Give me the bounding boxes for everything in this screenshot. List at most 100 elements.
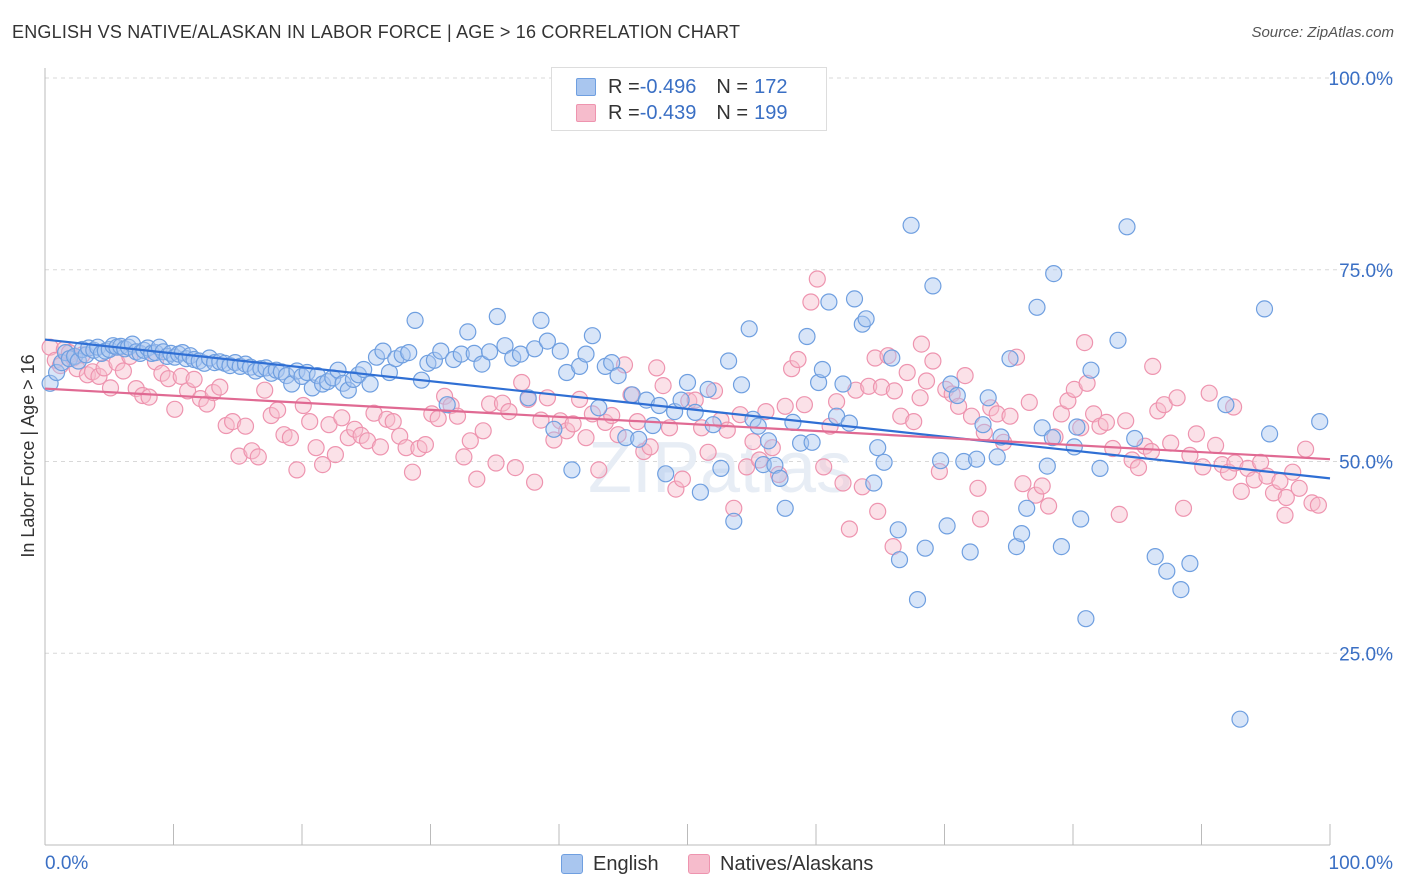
point-english: [890, 551, 909, 569]
point-native: [1078, 374, 1096, 392]
point-native: [525, 473, 544, 491]
point-english: [979, 389, 997, 407]
point-english: [719, 352, 738, 370]
point-native: [827, 393, 846, 411]
point-native: [982, 399, 1000, 417]
point-native: [654, 377, 672, 395]
point-native: [866, 349, 884, 367]
point-english: [732, 376, 751, 394]
point-native: [1232, 482, 1250, 500]
point-native: [249, 448, 267, 466]
point-english: [712, 459, 730, 477]
point-english: [916, 539, 934, 557]
point-english: [1068, 418, 1086, 436]
point-native: [95, 359, 113, 377]
legend-box: R = -0.496 N = 172 R = -0.439 N = 199: [551, 67, 827, 131]
point-english: [740, 320, 758, 338]
point-native: [1284, 463, 1302, 481]
point-english: [974, 416, 992, 434]
point-native: [962, 407, 981, 425]
point-english: [339, 381, 357, 399]
point-native: [1277, 488, 1295, 507]
point-english: [583, 327, 602, 345]
point-english: [400, 344, 418, 362]
point-native: [333, 409, 351, 427]
point-english: [1217, 396, 1235, 414]
point-english: [1018, 499, 1036, 517]
point-native: [301, 413, 319, 431]
point-native: [461, 432, 479, 450]
point-english: [1109, 331, 1127, 349]
point-english: [590, 399, 608, 417]
point-native: [1181, 446, 1199, 464]
point-english: [691, 483, 710, 501]
point-english: [845, 290, 864, 308]
point-english: [538, 332, 557, 350]
y-tick-label: 75.0%: [1339, 261, 1393, 282]
point-native: [256, 381, 274, 399]
point-native: [1129, 459, 1148, 477]
point-english: [41, 374, 59, 392]
point-native: [429, 409, 447, 428]
point-native: [500, 403, 518, 421]
point-english: [532, 311, 550, 329]
point-native: [1020, 393, 1038, 411]
point-native: [924, 352, 942, 370]
point-native: [397, 439, 415, 457]
point-english: [955, 452, 973, 471]
point-native: [725, 499, 743, 517]
point-english: [438, 396, 456, 414]
point-english: [473, 355, 491, 373]
chart-title: ENGLISH VS NATIVE/ALASKAN IN LABOR FORCE…: [12, 22, 741, 42]
point-native: [1187, 425, 1206, 443]
point-english: [699, 380, 717, 398]
point-native: [905, 413, 923, 431]
point-english: [961, 543, 979, 561]
y-tick-label: 50.0%: [1339, 453, 1393, 474]
point-native: [172, 367, 190, 385]
point-english: [1012, 524, 1031, 543]
point-native: [789, 350, 807, 369]
point-native: [686, 391, 704, 409]
point-native: [371, 438, 389, 456]
point-native: [114, 362, 133, 380]
point-native: [1149, 402, 1167, 420]
point-english: [967, 450, 986, 468]
point-native: [971, 510, 990, 528]
axes-layer: [44, 68, 1331, 846]
point-english: [840, 414, 859, 432]
point-english: [889, 521, 907, 539]
point-english: [771, 469, 789, 487]
point-english: [857, 310, 875, 328]
point-english: [563, 461, 581, 479]
bottom-legend-swatch-native: [688, 854, 710, 874]
point-english: [1007, 537, 1026, 556]
point-english: [948, 386, 966, 405]
point-native: [159, 370, 177, 388]
point-english: [820, 293, 838, 311]
point-native: [468, 470, 486, 488]
point-native: [776, 397, 794, 415]
legend-n-label-native: N =: [716, 101, 749, 124]
point-native: [808, 270, 826, 288]
point-native: [326, 446, 344, 464]
point-native: [224, 413, 242, 431]
point-english: [361, 375, 379, 393]
point-english: [496, 337, 514, 355]
point-native: [230, 447, 248, 465]
trendline-native: [44, 387, 1331, 461]
legend-n-value-native: 199: [754, 101, 788, 124]
point-native: [815, 458, 833, 476]
point-english: [525, 340, 544, 358]
y-tick-label: 25.0%: [1339, 644, 1393, 665]
point-english: [803, 433, 821, 451]
point-native: [1039, 497, 1058, 515]
point-native: [1014, 475, 1032, 493]
point-native: [872, 378, 891, 396]
point-native: [294, 396, 312, 415]
point-english: [519, 389, 537, 407]
point-english: [759, 432, 778, 450]
point-english: [869, 439, 887, 457]
point-native: [898, 363, 916, 382]
point-english: [1181, 554, 1199, 573]
